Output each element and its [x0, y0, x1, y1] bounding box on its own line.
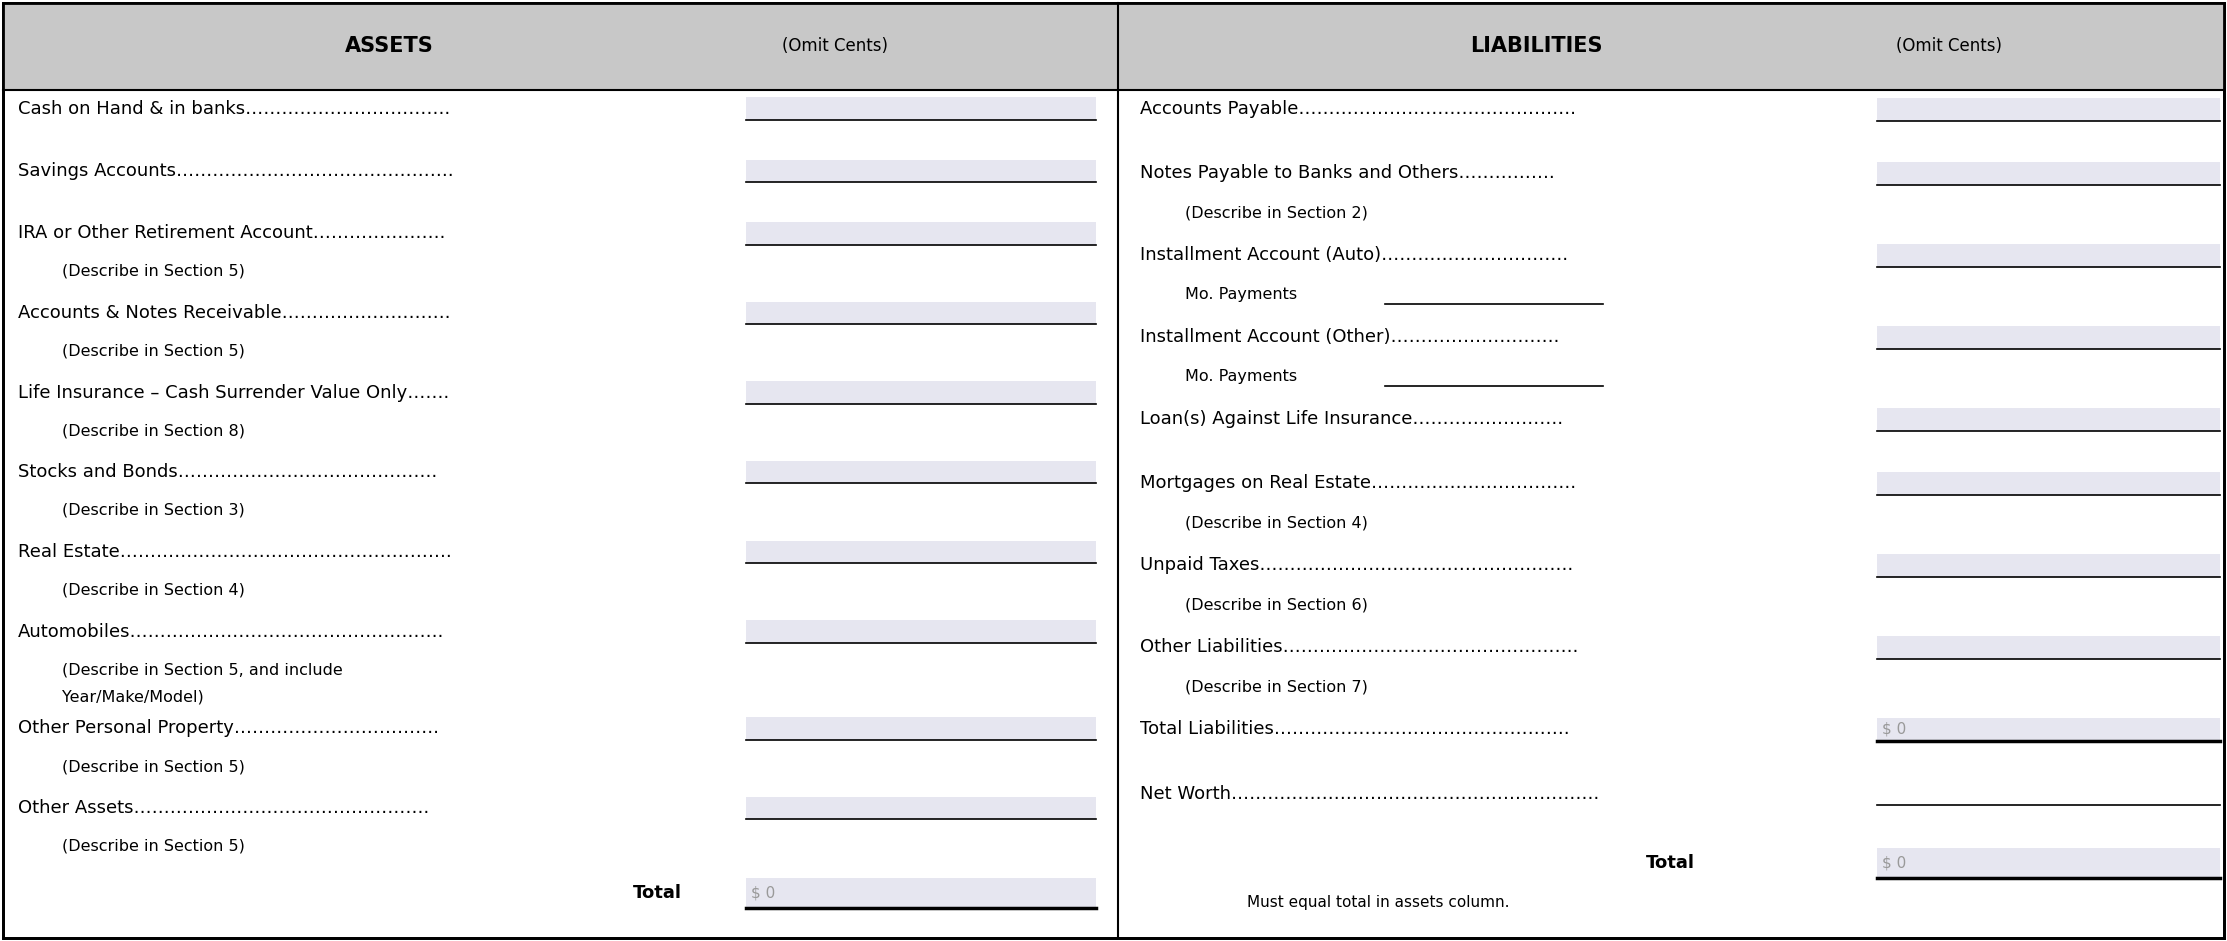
- Bar: [746, 620, 1096, 643]
- Bar: [1877, 407, 2220, 431]
- Bar: [746, 381, 1096, 404]
- Text: (Describe in Section 5): (Describe in Section 5): [62, 263, 245, 279]
- Text: Total: Total: [632, 884, 681, 902]
- Bar: [1877, 718, 2220, 742]
- Text: Installment Account (Auto)………………………….: Installment Account (Auto)………………………….: [1140, 247, 1568, 264]
- Text: (Describe in Section 3): (Describe in Section 3): [62, 502, 245, 518]
- Bar: [1877, 98, 2220, 120]
- Text: Other Assets………………………………………….: Other Assets………………………………………….: [18, 799, 430, 817]
- Bar: [1877, 471, 2220, 495]
- Text: Savings Accounts……………………………………….: Savings Accounts……………………………………….: [18, 162, 454, 180]
- Text: (Describe in Section 5, and include: (Describe in Section 5, and include: [62, 662, 343, 678]
- Text: Cash on Hand & in banks…………………………….: Cash on Hand & in banks…………………………….: [18, 100, 450, 118]
- Bar: [746, 160, 1096, 183]
- Text: (Describe in Section 7): (Describe in Section 7): [1185, 679, 1367, 694]
- Text: (Omit Cents): (Omit Cents): [1895, 38, 2002, 56]
- Bar: [746, 878, 1096, 908]
- Bar: [746, 461, 1096, 484]
- Text: Mortgages on Real Estate…………………………….: Mortgages on Real Estate…………………………….: [1140, 474, 1577, 492]
- Bar: [1877, 326, 2220, 349]
- Text: Accounts Payable……………………………………….: Accounts Payable……………………………………….: [1140, 100, 1577, 119]
- Bar: [1877, 554, 2220, 577]
- Bar: [746, 717, 1096, 740]
- Text: (Describe in Section 4): (Describe in Section 4): [62, 582, 245, 598]
- Text: Loan(s) Against Life Insurance…………………….: Loan(s) Against Life Insurance…………………….: [1140, 410, 1563, 428]
- Text: (Describe in Section 5): (Describe in Section 5): [62, 759, 245, 774]
- Text: Year/Make/Model): Year/Make/Model): [62, 690, 205, 705]
- Text: Unpaid Taxes…………………………………………….: Unpaid Taxes…………………………………………….: [1140, 556, 1574, 574]
- Text: (Describe in Section 5): (Describe in Section 5): [62, 343, 245, 359]
- Text: Mo. Payments: Mo. Payments: [1185, 287, 1296, 302]
- Text: (Omit Cents): (Omit Cents): [782, 38, 889, 56]
- Text: (Describe in Section 6): (Describe in Section 6): [1185, 598, 1367, 613]
- Text: Other Personal Property…………………………….: Other Personal Property…………………………….: [18, 720, 439, 738]
- Bar: [1877, 636, 2220, 659]
- Bar: [2, 3, 1118, 89]
- Text: IRA or Other Retirement Account………………….: IRA or Other Retirement Account………………….: [18, 224, 445, 242]
- Text: (Describe in Section 5): (Describe in Section 5): [62, 838, 245, 853]
- Text: ASSETS: ASSETS: [345, 37, 434, 56]
- Text: Total: Total: [1646, 854, 1695, 872]
- Text: Net Worth…………………………………………………….: Net Worth…………………………………………………….: [1140, 785, 1599, 803]
- Bar: [746, 222, 1096, 245]
- Text: (Describe in Section 4): (Describe in Section 4): [1185, 516, 1367, 530]
- Bar: [1877, 162, 2220, 185]
- Bar: [746, 541, 1096, 563]
- Text: LIABILITIES: LIABILITIES: [1470, 37, 1603, 56]
- Text: Stocks and Bonds…………………………………….: Stocks and Bonds…………………………………….: [18, 463, 436, 481]
- Bar: [1877, 848, 2220, 878]
- Text: Mo. Payments: Mo. Payments: [1185, 369, 1296, 384]
- Text: Life Insurance – Cash Surrender Value Only…….: Life Insurance – Cash Surrender Value On…: [18, 384, 450, 402]
- Text: Real Estate……………………………………………….: Real Estate……………………………………………….: [18, 543, 452, 561]
- Text: Must equal total in assets column.: Must equal total in assets column.: [1247, 895, 1510, 910]
- Bar: [1877, 244, 2220, 267]
- Text: Other Liabilities………………………………………….: Other Liabilities………………………………………….: [1140, 638, 1579, 657]
- Text: Total Liabilities………………………………………….: Total Liabilities………………………………………….: [1140, 721, 1570, 739]
- Text: (Describe in Section 2): (Describe in Section 2): [1185, 205, 1367, 220]
- Bar: [746, 797, 1096, 820]
- Text: $ 0: $ 0: [1882, 722, 1906, 737]
- Bar: [1118, 3, 2225, 89]
- Text: Automobiles…………………………………………….: Automobiles…………………………………………….: [18, 623, 443, 641]
- Text: (Describe in Section 8): (Describe in Section 8): [62, 423, 245, 439]
- Bar: [746, 97, 1096, 120]
- Text: Notes Payable to Banks and Others…………….: Notes Payable to Banks and Others…………….: [1140, 165, 1554, 183]
- Text: Accounts & Notes Receivable……………………….: Accounts & Notes Receivable……………………….: [18, 304, 450, 322]
- Bar: [746, 302, 1096, 325]
- Text: $ 0: $ 0: [1882, 855, 1906, 870]
- Text: Installment Account (Other)……………………….: Installment Account (Other)……………………….: [1140, 328, 1559, 346]
- Text: $ 0: $ 0: [750, 885, 775, 901]
